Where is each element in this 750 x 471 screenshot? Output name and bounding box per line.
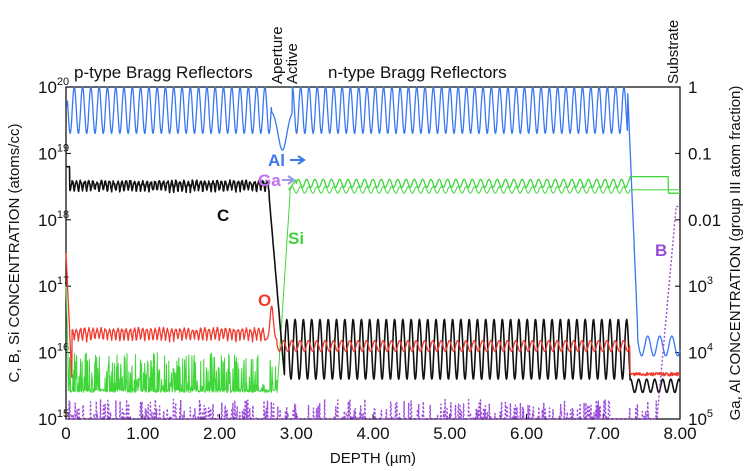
left-tick-label: 1020 <box>38 76 69 97</box>
series-label-c: C <box>217 206 229 225</box>
right-tick-label: 1 <box>688 78 697 97</box>
series-c-line <box>65 165 681 394</box>
left-axis-title: C, B, Si CONCENTRATION (atoms/cc) <box>6 124 23 383</box>
right-tick-label: 0.1 <box>688 144 712 163</box>
right-tick-label: 103 <box>688 275 713 296</box>
x-tick-label: 1.00 <box>126 424 159 443</box>
series-label-al: Al <box>268 151 285 170</box>
al-arrow <box>290 155 306 165</box>
x-tick-label: 3.00 <box>280 424 313 443</box>
right-tick-label: 105 <box>688 408 713 429</box>
x-tick-label: 8.00 <box>663 424 696 443</box>
x-tick-label: 7.00 <box>587 424 620 443</box>
left-tick-label: 1017 <box>38 275 69 296</box>
x-tick-label: 4.00 <box>356 424 389 443</box>
x-tick-label: 5.00 <box>433 424 466 443</box>
x-tick-label: 2.00 <box>203 424 236 443</box>
series-group <box>65 86 681 420</box>
right-axis-ticks: 105 104 103 0.01 0.1 1 <box>675 78 721 429</box>
series-label-o: O <box>258 291 271 310</box>
x-tick-label: 0 <box>61 424 70 443</box>
x-axis-title: DEPTH (µm) <box>330 450 416 467</box>
ga-arrow <box>282 175 296 185</box>
left-tick-label: 1019 <box>38 142 69 163</box>
left-tick-label: 1016 <box>38 342 69 363</box>
right-tick-label: 104 <box>688 342 713 363</box>
vertical-label-aperture: Aperture <box>269 26 286 84</box>
series-si-line <box>65 186 681 393</box>
series-o-line <box>65 252 681 379</box>
vertical-label-active: Active <box>284 43 301 84</box>
region-label-p-type: p-type Bragg Reflectors <box>74 63 253 82</box>
series-label-si: Si <box>288 229 304 248</box>
series-ga-line <box>288 175 681 194</box>
series-label-ga: Ga <box>258 171 281 190</box>
x-tick-label: 6.00 <box>510 424 543 443</box>
x-axis-ticks: 0 1.00 2.00 3.00 4.00 5.00 6.00 7.00 8.00 <box>61 414 697 443</box>
series-al-line <box>65 86 681 357</box>
series-label-b: B <box>655 241 667 260</box>
right-axis-title: Ga, Al CONCENTRATION (group III atom fra… <box>727 86 744 421</box>
region-label-n-type: n-type Bragg Reflectors <box>328 63 507 82</box>
vertical-label-substrate: Substrate <box>665 20 682 84</box>
left-tick-label: 1018 <box>38 209 69 230</box>
right-tick-label: 0.01 <box>688 211 721 230</box>
